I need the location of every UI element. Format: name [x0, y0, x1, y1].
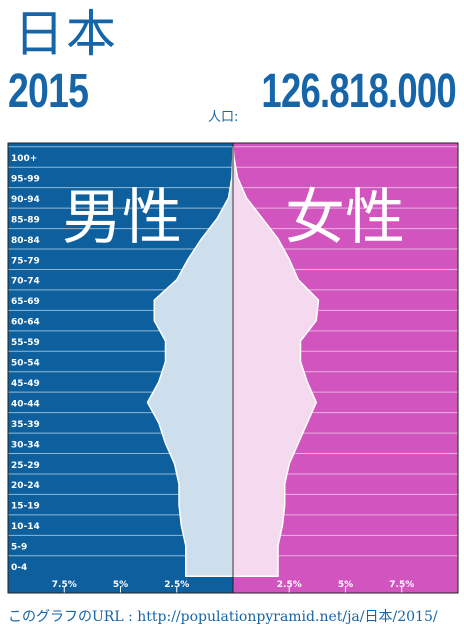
x-tick-label: 7.5%	[52, 580, 77, 590]
age-group-label: 100+	[11, 154, 37, 164]
age-group-label: 70-74	[11, 277, 40, 287]
age-group-label: 95-99	[11, 174, 40, 184]
x-tick-label: 2.5%	[164, 580, 189, 590]
x-tick-label: 5%	[338, 580, 353, 590]
age-group-label: 45-49	[11, 379, 40, 389]
age-group-label: 20-24	[11, 481, 40, 491]
age-labels: 0-4 5-9 10-14 15-19 20-24 25-29 30-34 35-39 40-4…	[11, 154, 40, 573]
age-group-label: 50-54	[11, 359, 40, 369]
x-tick-label: 7.5%	[389, 580, 414, 590]
age-group-label: 30-34	[11, 440, 40, 450]
age-group-label: 75-79	[11, 256, 40, 266]
male-pyramid-area	[146, 146, 234, 577]
age-group-label: 35-39	[11, 420, 40, 430]
age-group-label: 25-29	[11, 461, 40, 471]
x-tick-label: 5%	[113, 580, 128, 590]
age-group-label: 65-69	[11, 297, 40, 307]
x-tick-label: 2.5%	[277, 580, 302, 590]
age-group-label: 10-14	[11, 522, 40, 532]
age-group-label: 15-19	[11, 502, 40, 512]
year-label: 2015	[8, 65, 89, 118]
x-axis-ticks: 7.5% 5% 2.5% 2.5% 5% 7.5%	[52, 580, 414, 593]
age-group-label: 0-4	[11, 563, 27, 573]
age-group-label: 60-64	[11, 318, 40, 328]
age-group-label: 40-44	[11, 399, 40, 409]
population-value: 126.818.000	[261, 65, 456, 118]
age-group-label: 80-84	[11, 236, 40, 246]
male-legend-label: 男性	[62, 183, 182, 253]
age-group-label: 5-9	[11, 543, 27, 553]
graph-url-link[interactable]: このグラフのURL : http://populationpyramid.net…	[8, 609, 438, 625]
country-name: 日本	[14, 5, 118, 63]
chart-border	[7, 142, 459, 594]
age-group-label: 85-89	[11, 215, 40, 225]
age-group-label: 55-59	[11, 338, 40, 348]
age-group-label: 90-94	[11, 195, 40, 205]
population-label: 人口:	[208, 110, 239, 125]
female-pyramid-area	[232, 146, 320, 577]
female-legend-label: 女性	[285, 183, 405, 253]
